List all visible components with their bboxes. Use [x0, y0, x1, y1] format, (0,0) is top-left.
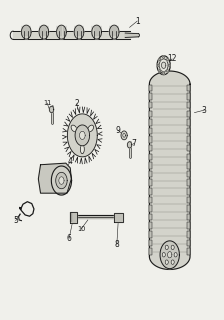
Circle shape: [159, 59, 161, 61]
Bar: [149, 119, 153, 126]
Bar: [149, 222, 153, 229]
Bar: [187, 145, 190, 151]
Text: 6: 6: [67, 234, 72, 243]
Circle shape: [168, 64, 170, 67]
Polygon shape: [57, 25, 66, 39]
Bar: [187, 188, 190, 195]
Polygon shape: [67, 114, 97, 157]
Circle shape: [162, 252, 165, 257]
Bar: [187, 102, 190, 108]
Bar: [149, 154, 153, 160]
Bar: [187, 111, 190, 117]
Bar: [187, 231, 190, 237]
Bar: [187, 85, 190, 91]
Bar: [187, 205, 190, 212]
Ellipse shape: [88, 125, 94, 132]
Bar: [149, 171, 153, 177]
Text: 5: 5: [13, 216, 18, 225]
Polygon shape: [22, 25, 31, 39]
Text: 11: 11: [43, 100, 51, 106]
Bar: [149, 93, 153, 100]
Polygon shape: [109, 25, 119, 39]
Polygon shape: [59, 177, 64, 184]
Bar: [187, 154, 190, 160]
Bar: [149, 162, 153, 169]
Bar: [187, 180, 190, 186]
Polygon shape: [127, 142, 132, 148]
Polygon shape: [123, 133, 125, 137]
Circle shape: [165, 260, 168, 264]
Bar: [149, 102, 153, 108]
Polygon shape: [121, 131, 127, 140]
Polygon shape: [74, 25, 84, 39]
Polygon shape: [162, 62, 166, 68]
Circle shape: [171, 260, 174, 264]
Bar: [149, 136, 153, 143]
Bar: [149, 248, 153, 255]
Circle shape: [171, 245, 174, 250]
Circle shape: [163, 56, 165, 59]
Circle shape: [163, 72, 165, 75]
Bar: [149, 128, 153, 134]
Bar: [187, 93, 190, 100]
Bar: [149, 180, 153, 186]
Polygon shape: [38, 163, 71, 193]
Polygon shape: [160, 241, 179, 269]
Bar: [187, 128, 190, 134]
Bar: [187, 171, 190, 177]
Text: 3: 3: [202, 106, 207, 115]
Circle shape: [167, 59, 168, 61]
Polygon shape: [168, 252, 172, 258]
Polygon shape: [39, 25, 49, 39]
Polygon shape: [13, 31, 130, 39]
Bar: [187, 214, 190, 220]
Bar: [187, 248, 190, 255]
Bar: [187, 119, 190, 126]
Circle shape: [167, 69, 168, 72]
Bar: [187, 240, 190, 246]
Bar: [187, 197, 190, 203]
Circle shape: [159, 69, 161, 72]
Bar: [149, 240, 153, 246]
Polygon shape: [49, 106, 54, 113]
Circle shape: [157, 64, 159, 67]
Bar: [149, 231, 153, 237]
Circle shape: [165, 245, 168, 250]
Text: 4: 4: [68, 157, 73, 166]
Bar: [149, 145, 153, 151]
Text: 10: 10: [77, 226, 85, 232]
Text: 12: 12: [167, 54, 177, 63]
Bar: [149, 111, 153, 117]
Polygon shape: [149, 71, 190, 269]
Bar: [149, 85, 153, 91]
Bar: [149, 188, 153, 195]
Polygon shape: [92, 25, 101, 39]
Polygon shape: [80, 131, 85, 140]
Polygon shape: [157, 56, 170, 75]
Ellipse shape: [80, 145, 84, 154]
Bar: [187, 162, 190, 169]
Bar: [149, 197, 153, 203]
Text: 1: 1: [135, 17, 140, 26]
Text: 8: 8: [114, 240, 119, 249]
Polygon shape: [114, 213, 123, 221]
Ellipse shape: [71, 125, 77, 132]
Bar: [187, 136, 190, 143]
Polygon shape: [75, 125, 90, 146]
Text: 2: 2: [74, 99, 79, 108]
Bar: [149, 205, 153, 212]
Polygon shape: [51, 166, 71, 195]
Text: 7: 7: [131, 139, 136, 148]
Polygon shape: [125, 33, 138, 37]
Bar: [149, 214, 153, 220]
Circle shape: [174, 252, 177, 257]
Polygon shape: [56, 172, 67, 189]
Polygon shape: [70, 212, 77, 222]
Bar: [187, 222, 190, 229]
Text: 9: 9: [116, 126, 121, 135]
Polygon shape: [159, 59, 168, 72]
